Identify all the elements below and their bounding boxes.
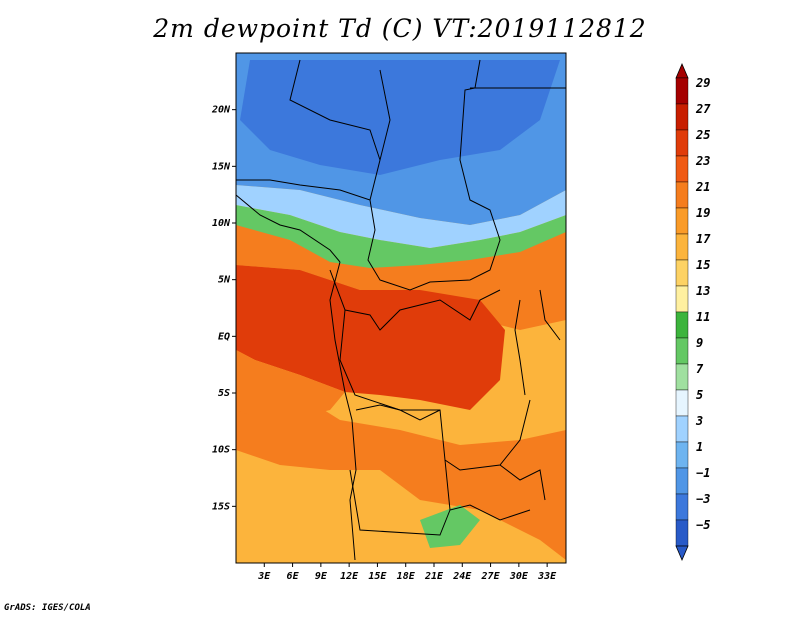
map-frame xyxy=(235,52,567,564)
colorbar-label: 25 xyxy=(695,128,710,142)
border-line xyxy=(355,404,441,421)
lon-tick-label: 12E xyxy=(340,571,359,582)
colorbar-label: 17 xyxy=(696,232,711,246)
lon-tick-label: 21E xyxy=(424,571,444,582)
colorbar-label: 9 xyxy=(696,336,703,350)
colorbar-swatch xyxy=(675,467,689,495)
colorbar-swatch xyxy=(675,259,689,287)
border-line xyxy=(344,289,501,331)
latitude-axis: 20N 15N 10N 5N EQ 5S 10S 15S xyxy=(211,105,236,512)
color-legend: 29 27 25 23 21 19 17 15 13 11 9 7 5 3 1 −1 −3 −5 xyxy=(675,62,711,562)
colorbar-swatch xyxy=(675,181,689,209)
colorbar-swatch xyxy=(675,389,689,417)
colorbar-swatch xyxy=(675,233,689,261)
colorbar-swatch xyxy=(675,441,689,469)
coastline xyxy=(329,261,357,561)
colorbar-swatch xyxy=(675,519,689,547)
colorbar-label: 21 xyxy=(695,180,710,194)
lon-tick-label: 24E xyxy=(452,571,472,582)
lat-tick-label: 5N xyxy=(218,275,231,286)
colorbar-label: −3 xyxy=(696,492,710,506)
lat-tick-label: 10N xyxy=(212,218,231,229)
lon-tick-label: 18E xyxy=(397,571,416,582)
colorbar-label: 5 xyxy=(696,388,703,402)
colorbar-label: 29 xyxy=(695,76,710,90)
colorbar-swatch xyxy=(675,155,689,183)
colorbar-swatch xyxy=(675,337,689,365)
colorbar-label: 3 xyxy=(695,414,703,428)
page-title: 2m dewpoint Td (C) VT:2019112812 xyxy=(153,14,647,43)
lon-tick-label: 15E xyxy=(368,571,387,582)
lon-tick-label: 3E xyxy=(257,571,271,582)
colorbar-label: −5 xyxy=(696,518,710,532)
zone-green-band xyxy=(420,505,480,548)
colorbar-label: 7 xyxy=(696,362,704,376)
border-line xyxy=(236,59,501,291)
border-line xyxy=(289,59,381,201)
colorbar-label: 1 xyxy=(696,440,703,454)
zone-hot xyxy=(236,220,566,330)
lat-tick-label: 5S xyxy=(218,388,230,399)
colorbar-label: 23 xyxy=(695,154,710,168)
colorbar-swatch xyxy=(675,493,689,521)
lon-tick-label: 9E xyxy=(315,571,328,582)
colorbar-swatch xyxy=(675,415,689,443)
colorbar-label: 19 xyxy=(696,206,710,220)
coastline xyxy=(235,194,341,263)
lon-tick-label: 33E xyxy=(537,571,557,582)
colorbar-min-arrow xyxy=(675,545,689,562)
colorbar-label: 11 xyxy=(696,310,710,324)
colorbar-swatch xyxy=(675,77,689,105)
colorbar-label: 27 xyxy=(695,102,711,116)
zone-hot xyxy=(236,380,566,560)
longitude-axis: 3E 6E 9E 12E 15E 18E 21E 24E 27E 30E 33E xyxy=(257,563,557,582)
lon-tick-label: 30E xyxy=(509,571,529,582)
zone-transition xyxy=(236,185,566,248)
border-line xyxy=(539,289,561,341)
colorbar-swatch xyxy=(675,285,689,313)
border-line xyxy=(379,69,391,161)
colorbar-swatch xyxy=(675,207,689,235)
country-borders xyxy=(235,59,566,561)
lon-tick-label: 6E xyxy=(287,571,300,582)
zone-dry-north xyxy=(240,60,560,175)
colorbar-swatch xyxy=(675,129,689,157)
lat-tick-label: EQ xyxy=(218,331,230,342)
colorbar-swatch xyxy=(675,103,689,131)
colorbar-label: −1 xyxy=(696,466,710,480)
zone-humid-core xyxy=(236,265,505,410)
lon-tick-label: 27E xyxy=(481,571,501,582)
colorbar-label: 15 xyxy=(696,258,710,272)
zone-green-band xyxy=(236,205,566,268)
colorbar-swatch xyxy=(675,311,689,339)
lat-tick-label: 20N xyxy=(211,105,231,116)
lat-tick-label: 15S xyxy=(212,501,230,512)
dewpoint-field xyxy=(236,53,566,563)
border-line xyxy=(499,464,546,501)
lat-tick-label: 10S xyxy=(212,445,230,456)
zone-hot xyxy=(236,350,345,420)
credit-label: GrADS: IGES/COLA xyxy=(4,603,91,613)
lat-tick-label: 15N xyxy=(212,161,231,172)
border-line xyxy=(444,459,451,511)
colorbar-swatch xyxy=(675,363,689,391)
border-line xyxy=(514,299,526,396)
colorbar-max-arrow xyxy=(675,62,689,79)
colorbar-label: 13 xyxy=(696,284,710,298)
